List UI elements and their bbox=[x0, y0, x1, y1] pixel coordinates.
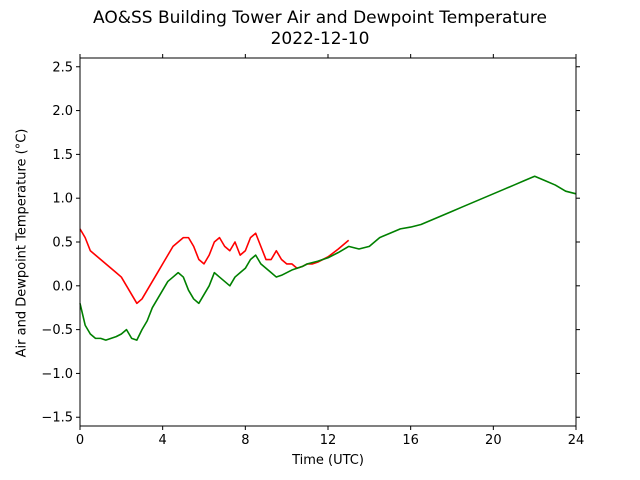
x-tick-label: 0 bbox=[76, 433, 84, 448]
series-layer bbox=[79, 175, 577, 341]
x-tick-label: 12 bbox=[320, 433, 337, 448]
y-tick-label: 0.5 bbox=[52, 236, 73, 251]
x-tick-label: 24 bbox=[568, 433, 585, 448]
y-tick-label: 1.5 bbox=[52, 148, 73, 163]
y-tick-label: −1.5 bbox=[41, 411, 73, 426]
chart-subtitle: 2022-12-10 bbox=[270, 29, 370, 49]
y-tick-label: −0.5 bbox=[41, 323, 73, 338]
y-tick-label: 2.5 bbox=[52, 60, 73, 75]
x-axis-label: Time (UTC) bbox=[292, 453, 364, 468]
y-axis-label: Air and Dewpoint Temperature (°C) bbox=[14, 128, 30, 358]
series-line-2 bbox=[79, 175, 577, 341]
tick-layer: 0 4 8 12 16 20 24 −1.5 −1.0 −0.5 0.0 0.5 1.0 1.5 2.0 2.… bbox=[41, 54, 584, 448]
y-tick-label: 2.0 bbox=[52, 104, 73, 119]
y-tick-label: 0.0 bbox=[52, 279, 73, 294]
x-tick-label: 16 bbox=[402, 433, 419, 448]
chart-title: AO&SS Building Tower Air and Dewpoint Te… bbox=[92, 8, 547, 28]
x-tick-label: 4 bbox=[159, 433, 167, 448]
x-tick-label: 20 bbox=[485, 433, 502, 448]
x-tick-label: 8 bbox=[241, 433, 249, 448]
series-line-1 bbox=[79, 228, 350, 305]
y-tick-label: 1.0 bbox=[52, 192, 73, 207]
y-tick-label: −1.0 bbox=[41, 367, 73, 382]
plot-frame bbox=[79, 57, 577, 427]
